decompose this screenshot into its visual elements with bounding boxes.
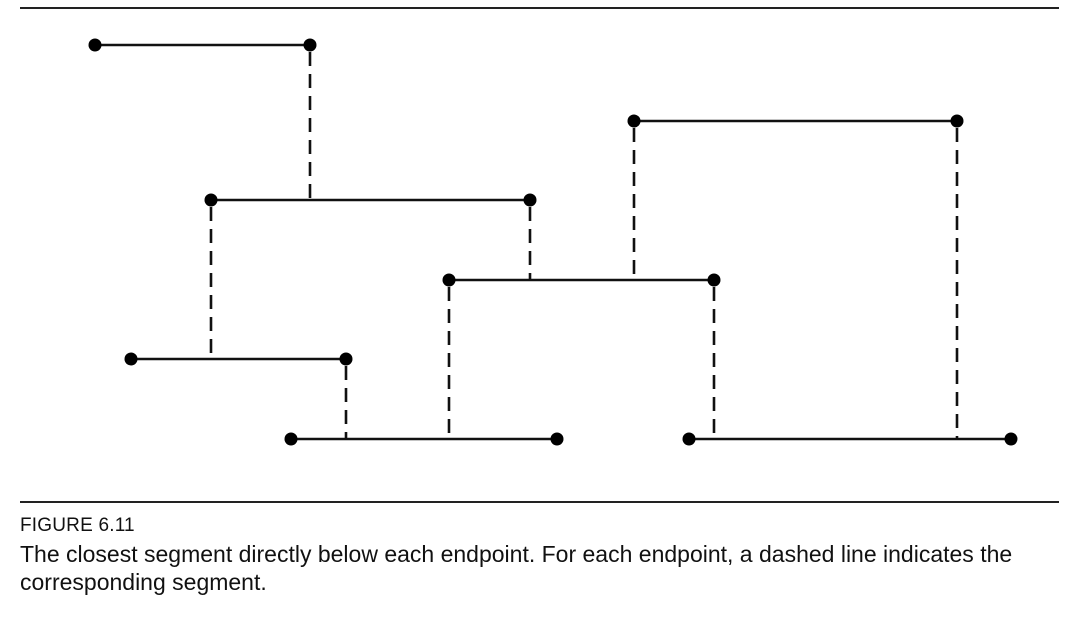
endpoint-s7-left (682, 432, 696, 446)
endpoint-s1-right (303, 38, 317, 52)
endpoint-s6-right (550, 432, 564, 446)
endpoint-s2-left (204, 193, 218, 207)
top-rule (20, 7, 1059, 9)
endpoint-s5-right (950, 114, 964, 128)
endpoint-s5-left (627, 114, 641, 128)
endpoint-s6-left (284, 432, 298, 446)
dashed-links (209, 52, 959, 439)
endpoint-s4-right (339, 352, 353, 366)
figure-label: FIGURE 6.11 (20, 515, 135, 536)
endpoint-s3-right (707, 273, 721, 287)
endpoint-s2-right (523, 193, 537, 207)
endpoint-s3-left (442, 273, 456, 287)
endpoints (88, 38, 1018, 446)
endpoint-s7-right (1004, 432, 1018, 446)
endpoint-s1-left (88, 38, 102, 52)
figure-caption: FIGURE 6.11 The closest segment directly… (20, 514, 1060, 596)
segments (95, 43, 1011, 441)
segment-diagram (88, 38, 1018, 446)
figure-caption-text: The closest segment directly below each … (20, 541, 1013, 595)
bottom-rule (20, 501, 1059, 503)
endpoint-s4-left (124, 352, 138, 366)
